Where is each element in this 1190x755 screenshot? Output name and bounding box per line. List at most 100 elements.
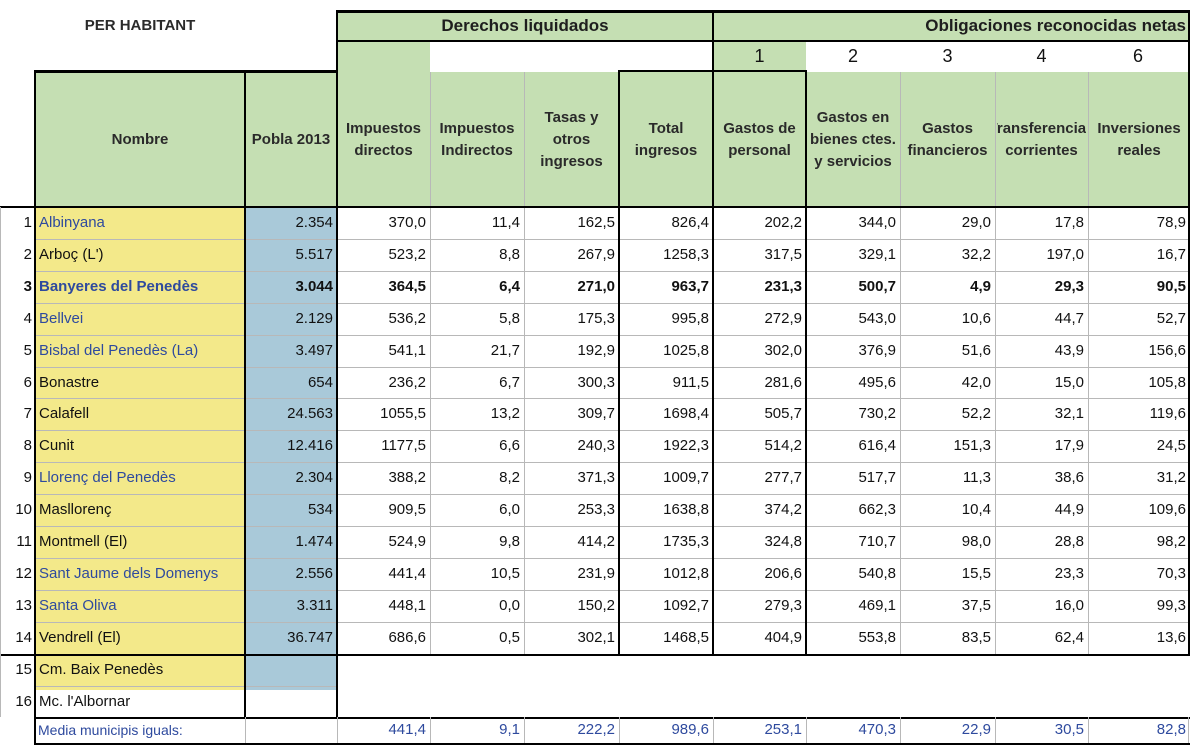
grid-line: [619, 70, 713, 72]
grid-line: [336, 653, 338, 718]
inversiones-value: 90,5: [1156, 277, 1186, 295]
inversiones-value: 13,6: [1156, 628, 1186, 646]
grid-line: [337, 717, 338, 744]
group-derechos-liquidados: Derechos liquidados: [337, 11, 713, 40]
grid-line: [0, 207, 1, 718]
financieros-value: 11,3: [962, 469, 991, 487]
row-index: 1: [23, 214, 32, 231]
grid-line: [337, 40, 1190, 42]
grid-line: [618, 70, 620, 654]
grid-line: [35, 70, 337, 73]
pobla-value: 2.354: [295, 214, 333, 231]
grid-line: [35, 302, 1188, 304]
financieros-value: 10,4: [961, 501, 991, 519]
grid-line: [712, 10, 714, 72]
municipality-name: Calafell: [39, 405, 90, 423]
row-index: 10: [15, 501, 32, 519]
financieros-value: 42,0: [961, 373, 991, 391]
media-imp-ind: 9,1: [499, 721, 520, 739]
row-index: 12: [15, 564, 32, 582]
bienes-value: 543,0: [858, 309, 896, 327]
pobla-value: 1.474: [295, 533, 333, 550]
tasas-value: 302,1: [577, 628, 615, 646]
personal-value: 281,6: [764, 373, 802, 391]
row-index: 3: [23, 277, 32, 295]
inversiones-value: 52,7: [1156, 309, 1186, 327]
imp-dir-value: 388,2: [388, 469, 426, 487]
grid-line: [35, 238, 1188, 240]
transferencias-value: 17,8: [1054, 214, 1084, 231]
grid-line: [713, 717, 714, 744]
tasas-value: 192,9: [577, 341, 615, 359]
personal-value: 202,2: [764, 214, 802, 231]
grid-line: [713, 70, 807, 72]
personal-value: 317,5: [764, 245, 802, 263]
imp-dir-value: 236,2: [388, 373, 426, 391]
imp-dir-value: 524,9: [388, 533, 426, 550]
row-index: 2: [23, 245, 32, 263]
municipality-name: Llorenç del Penedès: [39, 469, 176, 487]
inversiones-value: 119,6: [1149, 405, 1186, 423]
header-gap-white: [430, 40, 713, 72]
total-value: 1922,3: [663, 437, 709, 455]
transferencias-value: 62,4: [1054, 628, 1084, 646]
grid-line: [35, 526, 1188, 527]
financieros-value: 98,0: [961, 533, 991, 550]
row-index: 9: [23, 469, 32, 487]
bienes-value: 376,9: [858, 341, 896, 359]
imp-ind-value: 13,2: [490, 405, 520, 423]
inversiones-value: 16,7: [1156, 245, 1186, 263]
media-label: Media municipis iguals:: [38, 722, 183, 739]
pobla-value: 654: [307, 373, 333, 391]
page-title: PER HABITANT: [84, 17, 196, 34]
row-index: 16: [15, 692, 32, 710]
municipality-name: Montmell (El): [39, 533, 128, 550]
transferencias-value: 197,0: [1046, 245, 1084, 263]
pobla-value: 24.563: [287, 405, 333, 423]
header-financieros: Gastos financieros: [907, 119, 988, 159]
municipality-name: Sant Jaume dels Domenys: [39, 564, 219, 582]
row-index: 15: [15, 660, 32, 678]
imp-dir-value: 364,5: [388, 277, 426, 295]
municipality-name: Mc. l'Albornar: [39, 692, 131, 710]
grid-line: [35, 430, 1188, 432]
grid-line: [805, 70, 807, 654]
bienes-value: 517,7: [858, 469, 896, 487]
imp-dir-value: 1177,5: [381, 437, 426, 455]
row-index: 11: [16, 533, 32, 550]
media-financieros: 22,9: [961, 721, 991, 739]
inversiones-value: 24,5: [1156, 437, 1186, 455]
inversiones-value: 105,8: [1148, 373, 1186, 391]
grid-line: [337, 10, 1190, 13]
personal-value: 324,8: [764, 533, 802, 550]
bienes-value: 329,1: [858, 245, 896, 263]
transferencias-value: 28,8: [1054, 533, 1084, 550]
pobla-value: 2.304: [295, 469, 333, 487]
total-value: 1468,5: [663, 628, 709, 646]
total-value: 1638,8: [663, 501, 709, 519]
total-value: 995,8: [671, 309, 709, 327]
grid-line: [995, 72, 996, 654]
imp-dir-value: 909,5: [388, 501, 426, 519]
header-personal: Gastos de personal: [723, 119, 796, 159]
imp-dir-value: 541,1: [388, 341, 426, 359]
total-value: 911,5: [672, 373, 709, 391]
grid-line: [712, 70, 714, 654]
grid-line: [995, 717, 996, 744]
total-value: 1258,3: [663, 245, 709, 263]
inversiones-value: 70,3: [1156, 564, 1186, 582]
imp-ind-value: 6,6: [499, 437, 520, 455]
transferencias-value: 15,0: [1054, 373, 1084, 391]
transferencias-value: 23,3: [1054, 564, 1084, 582]
pobla-value: 3.497: [295, 341, 333, 359]
transferencias-value: 29,3: [1054, 277, 1084, 295]
municipality-name: Cunit: [39, 437, 75, 455]
imp-ind-value: 6,7: [499, 373, 520, 391]
imp-ind-value: 0,5: [499, 628, 520, 646]
header-transferencias: Transferencias corrientes: [997, 119, 1086, 159]
total-value: 826,4: [671, 214, 709, 231]
grid-line: [35, 589, 1188, 591]
personal-value: 231,3: [764, 277, 802, 295]
column-number: 3: [942, 45, 953, 66]
row-index: 5: [23, 341, 32, 359]
